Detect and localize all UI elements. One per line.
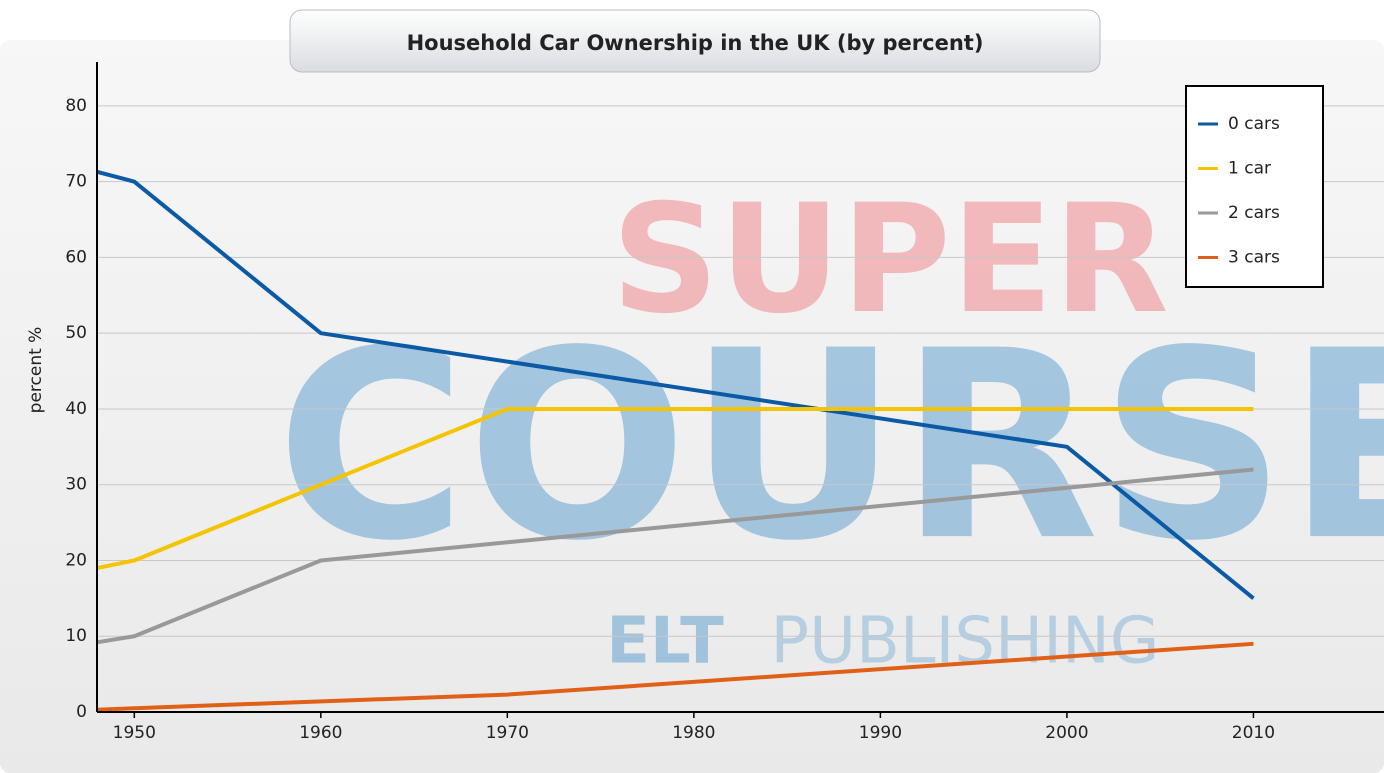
page: SUPERCOURSEELTPUBLISHING Household Car O… bbox=[0, 0, 1384, 773]
legend-label: 1 car bbox=[1228, 159, 1271, 179]
chart: SUPERCOURSEELTPUBLISHING Household Car O… bbox=[0, 0, 1384, 773]
y-tick-label: 70 bbox=[65, 172, 87, 192]
x-tick-label: 1960 bbox=[299, 723, 342, 743]
x-tick-label: 1980 bbox=[672, 723, 715, 743]
legend-label: 0 cars bbox=[1228, 114, 1280, 134]
x-tick-label: 2000 bbox=[1045, 723, 1088, 743]
watermark-text: PUBLISHING bbox=[771, 605, 1160, 679]
x-tick-label: 1970 bbox=[486, 723, 529, 743]
y-tick-label: 50 bbox=[65, 323, 87, 343]
y-axis-label: percent % bbox=[26, 327, 46, 414]
watermark-text: COURSE bbox=[276, 296, 1384, 598]
y-tick-label: 20 bbox=[65, 550, 87, 570]
x-tick-label: 2010 bbox=[1232, 723, 1275, 743]
y-tick-label: 40 bbox=[65, 399, 87, 419]
x-tick-label: 1990 bbox=[859, 723, 902, 743]
x-tick-label: 1950 bbox=[113, 723, 156, 743]
watermark-text: ELT bbox=[606, 605, 724, 679]
y-tick-label: 60 bbox=[65, 247, 87, 267]
y-tick-label: 30 bbox=[65, 475, 87, 495]
legend-label: 3 cars bbox=[1228, 248, 1280, 268]
legend-label: 2 cars bbox=[1228, 203, 1280, 223]
y-tick-label: 80 bbox=[65, 96, 87, 116]
y-tick-label: 10 bbox=[65, 626, 87, 646]
chart-title: Household Car Ownership in the UK (by pe… bbox=[407, 31, 984, 55]
y-tick-label: 0 bbox=[76, 702, 87, 722]
